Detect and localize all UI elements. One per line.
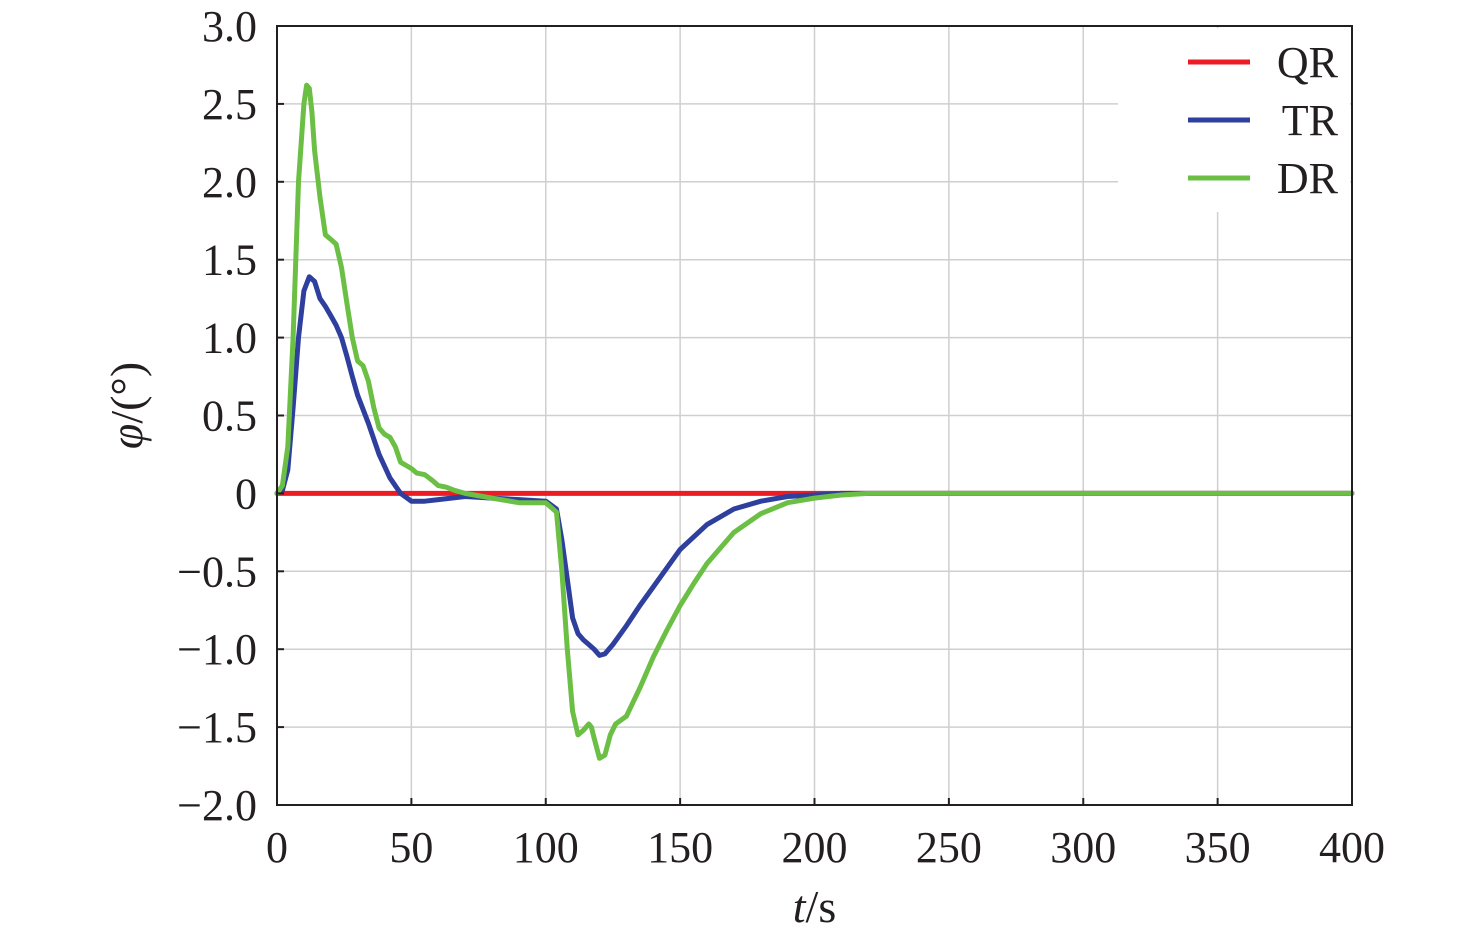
x-axis-unit: /s (806, 881, 837, 932)
x-axis-ticks: 0 50 100 150 200 250 300 350 400 (266, 798, 1385, 872)
y-axis-unit: /(°) (101, 362, 152, 424)
y-tick-label: 1.5 (202, 236, 257, 285)
x-tick-label: 200 (782, 823, 848, 872)
x-tick-label: 250 (916, 823, 982, 872)
x-tick-label: 0 (266, 823, 288, 872)
legend-label-dr: DR (1277, 154, 1339, 203)
x-tick-label: 350 (1185, 823, 1251, 872)
x-tick-label: 100 (513, 823, 579, 872)
y-tick-label: 1.0 (202, 314, 257, 363)
series-line-dr (274, 82, 1355, 761)
y-tick-label: 0 (235, 469, 257, 518)
legend-label-tr: TR (1282, 96, 1339, 145)
x-axis-title: t/s (793, 881, 836, 932)
y-tick-label: −2.0 (177, 781, 257, 830)
x-tick-label: 400 (1319, 823, 1385, 872)
y-tick-label: 2.0 (202, 158, 257, 207)
y-tick-label: 0.5 (202, 392, 257, 441)
y-axis-ticks: 3.0 2.5 2.0 1.5 1.0 0.5 0 −0.5 −1.0 −1.5 −2.0 (177, 2, 284, 830)
y-tick-label: 2.5 (202, 80, 257, 129)
legend-label-qr: QR (1277, 38, 1339, 87)
x-axis-variable: t (793, 881, 807, 932)
y-tick-label: 3.0 (202, 2, 257, 51)
y-tick-label: −1.5 (177, 703, 257, 752)
y-tick-label: −0.5 (177, 547, 257, 596)
y-axis-variable: φ (101, 424, 152, 449)
series-lines (274, 82, 1355, 761)
y-tick-label: −1.0 (177, 625, 257, 674)
x-tick-label: 300 (1050, 823, 1116, 872)
legend: QR TR DR (1118, 28, 1350, 212)
x-tick-label: 150 (647, 823, 713, 872)
x-tick-label: 50 (389, 823, 433, 872)
y-axis-title: φ/(°) (101, 362, 152, 449)
